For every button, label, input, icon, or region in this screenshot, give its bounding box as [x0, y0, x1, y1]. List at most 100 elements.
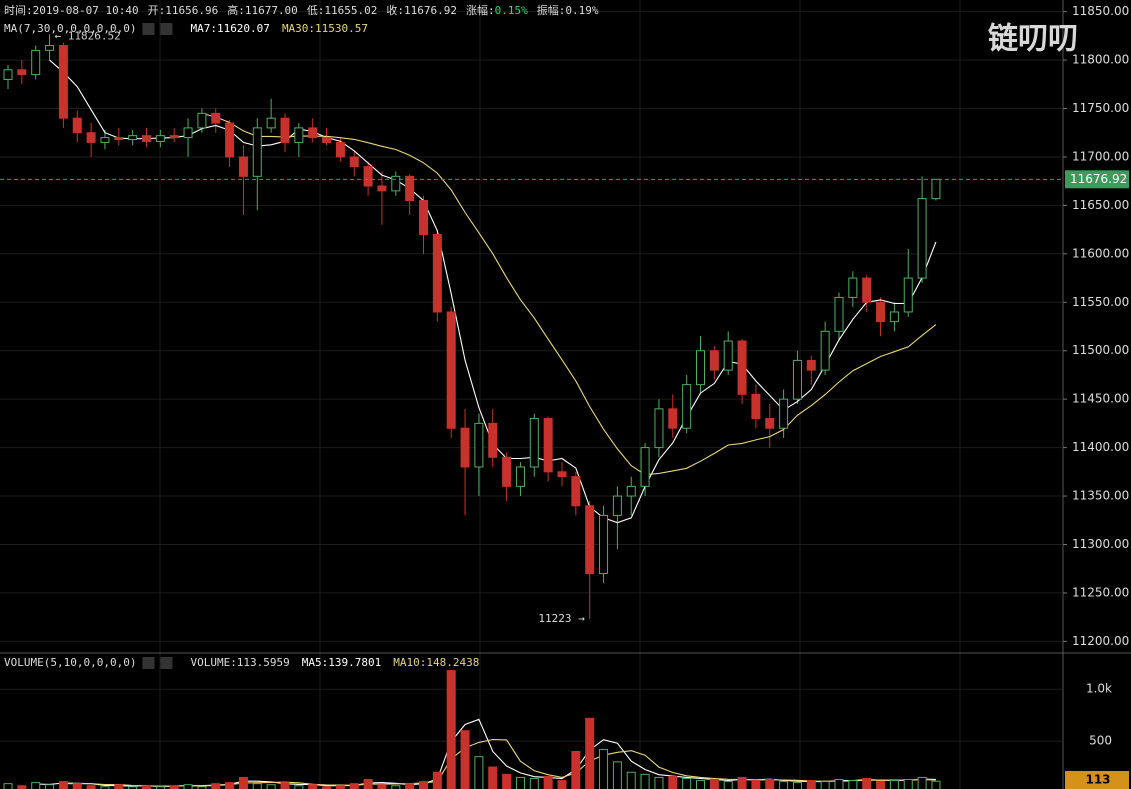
- candle-body: [363, 166, 373, 187]
- candle-body: [903, 277, 913, 313]
- low-annotation: 11223 →: [538, 612, 585, 625]
- volume-bar: [100, 786, 110, 789]
- settings-icon[interactable]: [142, 657, 155, 669]
- volume-bar: [377, 784, 387, 789]
- volume-bar: [543, 775, 553, 789]
- volume-bar: [474, 756, 484, 789]
- candle-body: [169, 135, 179, 139]
- candle-body: [806, 359, 816, 371]
- candle-body: [529, 418, 539, 468]
- info-label: 低:11655.02: [307, 4, 378, 17]
- candle-body: [266, 117, 276, 129]
- candle-body: [474, 422, 484, 468]
- legend-item: MA30:11530.57: [282, 22, 368, 35]
- candle-body: [848, 277, 858, 298]
- volume-bar: [876, 781, 886, 789]
- candle-body: [696, 350, 705, 386]
- y-tick-label: 11500.00: [1072, 343, 1129, 357]
- volume-bar: [266, 784, 276, 789]
- candle-body: [779, 398, 789, 429]
- last-volume-label: 113: [1085, 773, 1110, 787]
- watermark: 链叨叨: [988, 22, 1078, 57]
- volume-bar: [31, 782, 41, 789]
- volume-bar: [571, 750, 581, 789]
- info-label: 高:11677.00: [227, 3, 298, 17]
- candle-body: [585, 505, 595, 575]
- candle-body: [557, 471, 567, 478]
- candle-body: [460, 427, 470, 468]
- volume-bar: [114, 784, 124, 789]
- candle-body: [183, 127, 193, 139]
- volume-bar: [335, 785, 345, 789]
- last-price-label: 11676.92: [1070, 172, 1127, 186]
- volume-bar: [58, 781, 68, 789]
- candle-body: [889, 311, 899, 323]
- y-tick-label: 11400.00: [1072, 440, 1129, 454]
- candle-body: [114, 137, 124, 141]
- volume-bar: [391, 785, 401, 789]
- volume-bar: [751, 780, 761, 789]
- y-tick-label: 11550.00: [1072, 295, 1129, 309]
- volume-bar: [349, 783, 359, 789]
- volume-bar: [155, 786, 165, 789]
- candle-body: [58, 45, 68, 119]
- y-tick-label: 11450.00: [1072, 392, 1129, 406]
- info-label: 振幅:0.19%: [537, 3, 599, 17]
- volume-bar: [792, 782, 802, 789]
- ma-long-line: [201, 112, 937, 476]
- candle-body: [917, 198, 927, 279]
- volume-bar: [3, 783, 13, 789]
- volume-bar: [931, 780, 941, 789]
- candle-body: [86, 132, 96, 143]
- volume-bar: [515, 776, 525, 789]
- last-volume-tag: [1065, 771, 1129, 789]
- volume-bar: [238, 776, 248, 789]
- candle-body: [640, 447, 650, 487]
- candle-body: [294, 127, 304, 143]
- volume-bar: [820, 781, 830, 789]
- volume-bar: [779, 781, 789, 789]
- candle-body: [834, 296, 844, 332]
- volume-ma-long-line: [63, 738, 936, 787]
- v-tick-label: 1.0k: [1086, 682, 1112, 696]
- volume-bar: [917, 776, 927, 789]
- candle-body: [765, 418, 775, 429]
- volume-bar: [128, 786, 138, 789]
- volume-bar: [197, 786, 207, 789]
- candle-body: [349, 156, 359, 168]
- volume-bar: [626, 771, 636, 789]
- candle-body: [419, 200, 428, 235]
- candle-body: [100, 137, 110, 143]
- candle-body: [723, 340, 733, 371]
- volume-bar: [765, 779, 775, 789]
- candle-body: [391, 175, 401, 192]
- candle-body: [3, 69, 13, 80]
- y-tick-label: 11750.00: [1072, 101, 1129, 115]
- legend-item: VOLUME:113.5959: [190, 656, 289, 669]
- candle-body: [197, 112, 207, 129]
- volume-bar: [45, 784, 55, 789]
- settings-icon[interactable]: [142, 23, 155, 35]
- close-icon[interactable]: [160, 657, 173, 669]
- candle-body: [599, 514, 609, 575]
- volume-bar: [308, 784, 318, 789]
- close-icon[interactable]: [160, 23, 173, 35]
- candle-body: [405, 175, 415, 202]
- info-label: 收:11676.92: [386, 3, 457, 17]
- candle-body: [751, 393, 761, 420]
- y-tick-label: 11600.00: [1072, 246, 1129, 260]
- volume-bar: [696, 780, 705, 789]
- candle-body: [335, 141, 345, 158]
- volume-bar: [668, 775, 678, 789]
- volume-bar: [723, 781, 733, 789]
- volume-bar: [460, 730, 470, 789]
- legend-item: VOLUME(5,10,0,0,0,0): [4, 656, 136, 669]
- candle-body: [142, 135, 151, 142]
- candle-body: [252, 127, 262, 177]
- volume-bar: [682, 777, 692, 789]
- volume-bar: [432, 771, 442, 789]
- candle-body: [515, 466, 525, 487]
- y-tick-label: 11350.00: [1072, 489, 1129, 503]
- volume-bar: [903, 779, 913, 789]
- volume-bar: [709, 779, 719, 789]
